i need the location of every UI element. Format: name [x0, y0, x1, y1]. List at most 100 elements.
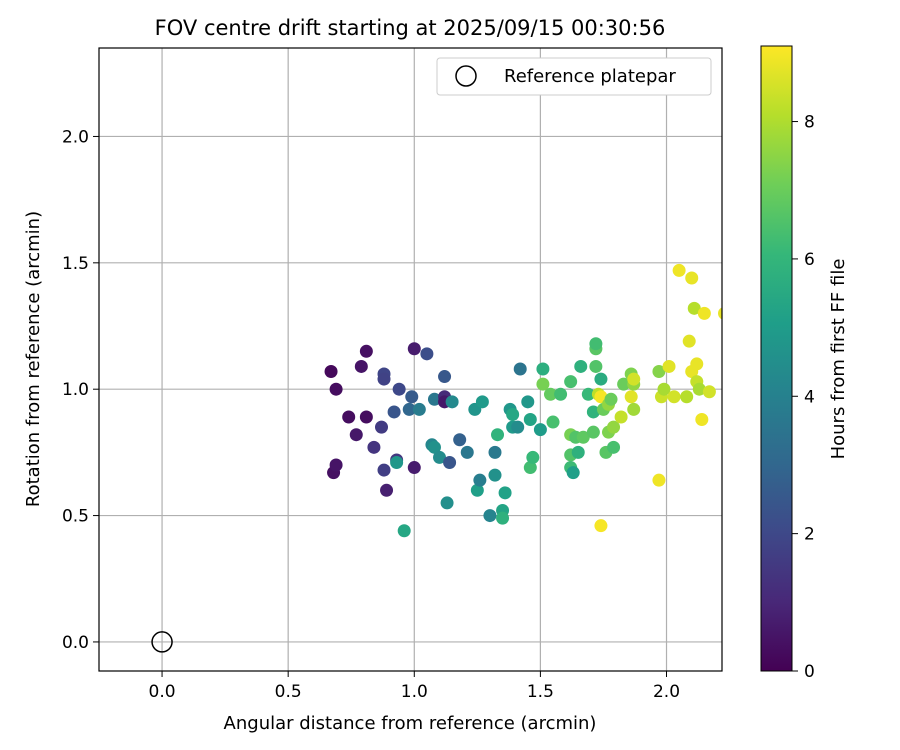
data-point: [427, 392, 441, 406]
legend-label: Reference platepar: [504, 66, 676, 87]
data-point: [473, 473, 487, 487]
data-point: [392, 382, 406, 396]
data-point: [652, 365, 666, 379]
data-point: [402, 402, 416, 416]
data-point: [692, 382, 706, 396]
data-point: [407, 342, 421, 356]
data-point: [576, 430, 590, 444]
x-tick-label: 2.0: [653, 682, 680, 702]
data-point: [521, 395, 535, 409]
data-point: [380, 483, 394, 497]
data-point: [354, 359, 368, 373]
data-point: [475, 395, 489, 409]
y-tick-label: 2.0: [62, 127, 89, 147]
data-point: [329, 458, 343, 472]
data-point: [453, 433, 467, 447]
colorbar-ticks: 0 2 4 6 8: [792, 113, 815, 682]
x-tick-label: 1.5: [527, 682, 554, 702]
data-point: [718, 307, 722, 320]
data-point: [607, 420, 621, 434]
data-point: [523, 413, 537, 427]
y-tick-label: 1.5: [62, 254, 89, 274]
data-point: [536, 362, 550, 376]
x-tick-label: 1.0: [401, 682, 428, 702]
data-point: [627, 372, 641, 386]
reference-platepar-marker: [151, 631, 173, 653]
legend-box: [436, 57, 712, 96]
data-point: [564, 375, 578, 389]
data-point: [589, 337, 603, 351]
data-point: [607, 440, 621, 454]
data-point: [488, 468, 502, 482]
colorbar: 0 2 4 6 8 Hours from first FF file: [760, 45, 849, 682]
data-point: [440, 496, 454, 510]
data-point: [483, 509, 497, 523]
data-point: [412, 402, 426, 416]
data-point: [526, 450, 540, 464]
grid-lines: [99, 48, 722, 671]
colorbar-tick-label: 0: [804, 662, 815, 682]
data-point: [697, 306, 711, 320]
data-point: [571, 445, 585, 459]
data-point: [511, 420, 525, 434]
data-point: [574, 359, 588, 373]
plot-frame: [98, 47, 723, 672]
data-point: [405, 390, 419, 404]
data-point: [390, 455, 404, 469]
colorbar-tick-label: 8: [804, 113, 815, 133]
colorbar-tick-label: 6: [804, 250, 815, 270]
data-point: [397, 524, 411, 538]
chart-title: FOV centre drift starting at 2025/09/15 …: [155, 16, 666, 40]
data-point: [433, 450, 447, 464]
data-point: [488, 445, 502, 459]
data-point: [359, 344, 373, 358]
data-point: [349, 428, 363, 442]
data-point: [407, 461, 421, 475]
data-point: [460, 445, 474, 459]
legend: Reference platepar: [436, 57, 712, 96]
y-tick-label: 1.0: [62, 380, 89, 400]
data-point: [359, 410, 373, 424]
x-axis-ticks: 0.0 0.5 1.0 1.5 2.0: [149, 671, 680, 702]
colorbar-gradient: [760, 45, 793, 672]
data-point: [377, 463, 391, 477]
data-point: [702, 385, 716, 399]
data-point: [667, 390, 681, 404]
data-point: [387, 405, 401, 419]
colorbar-label: Hours from first FF file: [828, 259, 849, 460]
data-point: [445, 395, 459, 409]
legend-marker: [455, 65, 477, 87]
y-tick-label: 0.5: [62, 507, 89, 527]
data-point: [662, 359, 676, 373]
x-tick-label: 0.0: [149, 682, 176, 702]
data-point: [420, 347, 434, 361]
data-point: [546, 415, 560, 429]
data-point: [581, 387, 595, 401]
data-point: [443, 455, 457, 469]
colorbar-tick-label: 4: [804, 387, 815, 407]
data-point: [690, 357, 704, 371]
x-tick-label: 0.5: [275, 682, 302, 702]
data-point: [627, 402, 641, 416]
data-point: [543, 387, 557, 401]
data-point: [685, 271, 699, 285]
data-point: [682, 334, 696, 348]
data-point: [342, 410, 356, 424]
scatter-points: [324, 263, 722, 538]
data-point: [566, 466, 580, 480]
data-point: [589, 359, 603, 373]
data-point: [586, 405, 600, 419]
data-point: [496, 511, 510, 525]
data-point: [554, 387, 568, 401]
data-point: [427, 440, 441, 454]
data-point: [523, 461, 537, 475]
data-point: [586, 425, 600, 439]
colorbar-tick-label: 2: [804, 525, 815, 545]
data-point: [533, 423, 547, 437]
x-axis-label: Angular distance from reference (arcmin): [224, 713, 597, 734]
y-axis-label: Rotation from reference (arcmin): [23, 211, 44, 507]
data-point: [491, 428, 505, 442]
data-point: [687, 301, 701, 315]
data-point: [652, 473, 666, 487]
